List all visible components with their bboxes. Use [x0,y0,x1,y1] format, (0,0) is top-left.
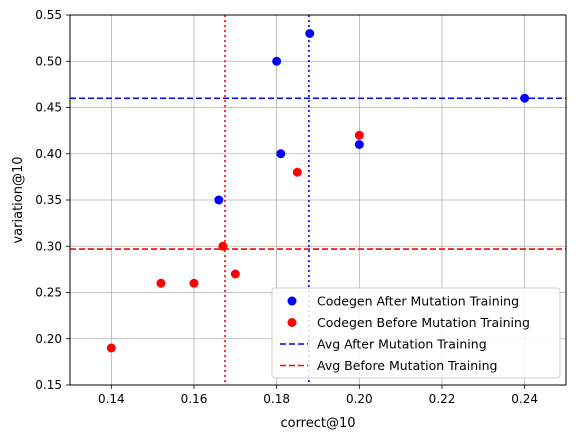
y-tick-label: 0.35 [35,193,62,207]
legend-label: Codegen After Mutation Training [317,294,519,309]
y-tick-label: 0.30 [35,239,62,253]
data-point [214,195,224,205]
legend-label: Codegen Before Mutation Training [317,315,530,330]
data-point [189,278,199,288]
data-point [292,167,302,177]
reference-lines [70,15,566,385]
legend-marker [287,296,297,306]
data-point [230,269,240,279]
data-point [272,56,282,66]
x-tick-label: 0.18 [263,392,290,406]
data-points [106,29,530,353]
x-tick-label: 0.22 [429,392,456,406]
data-point [156,278,166,288]
data-point [218,241,228,251]
legend-label: Avg Before Mutation Training [317,358,497,373]
y-tick-label: 0.25 [35,286,62,300]
data-point [305,29,315,38]
data-point [354,130,364,140]
legend-marker [287,318,297,327]
y-axis-label: variation@10 [11,156,26,243]
x-tick-label: 0.16 [181,392,208,406]
legend: Codegen After Mutation Training Codegen B… [271,287,561,379]
y-tick-label: 0.55 [35,8,62,22]
x-tick-label: 0.14 [98,392,125,406]
axis-ticks: 0.14 0.16 0.18 0.20 0.22 0.24 0.15 0.20 0.25 0.30… [35,8,538,406]
y-tick-label: 0.40 [35,147,62,161]
y-tick-label: 0.15 [35,378,62,392]
legend-label: Avg After Mutation Training [317,337,487,352]
y-tick-label: 0.50 [35,54,62,68]
x-tick-label: 0.24 [511,392,538,406]
data-point [276,149,286,159]
x-axis-label: correct@10 [280,416,355,431]
data-point [106,343,116,353]
y-tick-label: 0.20 [35,332,62,346]
data-point [354,140,364,149]
data-point [520,93,530,103]
x-tick-label: 0.20 [346,392,373,406]
legend-box [271,287,561,379]
y-tick-label: 0.45 [35,101,62,115]
